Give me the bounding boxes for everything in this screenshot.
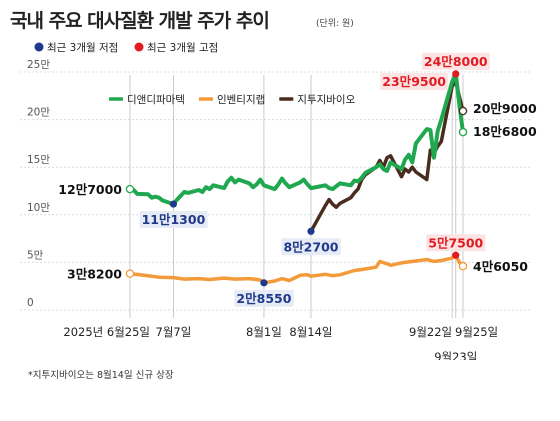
value-label-big: 2만 — [236, 291, 257, 306]
value-label-box — [281, 238, 341, 256]
x-tick-label: 2025년 6월25일 — [63, 325, 150, 339]
value-label-big: 11만 — [142, 212, 171, 227]
low-marker-label: 최근 3개월 저점 — [47, 42, 118, 54]
value-label-text: 4만6050 — [473, 259, 528, 274]
marker-legend: 최근 3개월 저점 최근 3개월 고점 — [34, 42, 218, 54]
y-tick-label: 10만 — [27, 202, 50, 214]
series-line — [309, 79, 465, 234]
point-marker — [458, 261, 468, 271]
high-point-marker — [452, 251, 460, 259]
y-tick-label: 20만 — [27, 107, 50, 119]
x-tick-label: 8월1일 — [246, 325, 282, 339]
series-line — [128, 253, 465, 285]
x-tick-label: 9월22일 — [409, 325, 452, 339]
y-tick-label: 25만 — [27, 59, 50, 71]
value-label-box — [421, 52, 490, 70]
unit-label: (단위: 원) — [316, 19, 354, 29]
legend-label: 지투지바이오 — [297, 94, 355, 106]
series-line — [128, 71, 465, 206]
high-marker-icon — [134, 42, 144, 52]
low-point-marker — [169, 200, 178, 208]
value-label-big: 3만 — [67, 267, 88, 282]
x-axis-labels: 2025년 6월25일 7월7일 8월1일 8월14일 9월22일 9월23일 9월25일 — [63, 325, 498, 360]
value-label-small: 7500 — [448, 235, 483, 250]
value-label-big: 18만 — [473, 124, 502, 139]
point-marker — [458, 127, 468, 137]
value-label-small: 8200 — [87, 267, 122, 282]
high-point-marker — [452, 70, 460, 78]
value-label: 8만2700 — [281, 238, 341, 256]
x-tick-label: 9월23일 — [434, 350, 477, 360]
low-marker-icon — [34, 42, 44, 52]
value-label-big: 20만 — [473, 101, 502, 116]
x-tick-label: 8월14일 — [289, 325, 332, 339]
value-label-small: 1300 — [170, 212, 205, 227]
value-label-big: 4만 — [473, 259, 494, 274]
value-label-big: 12만 — [58, 182, 87, 197]
y-tick-label: 0 — [27, 297, 34, 309]
point-marker — [125, 269, 135, 278]
value-label: 4만6050 — [473, 259, 528, 274]
value-label-text: 23만9500 — [382, 74, 446, 89]
value-label-box — [380, 72, 449, 90]
value-label-box — [426, 234, 486, 252]
value-label-big: 23만 — [382, 74, 411, 89]
value-label-small: 8000 — [453, 54, 488, 69]
value-label-big: 8만 — [283, 239, 304, 254]
value-label-small: 2700 — [304, 239, 339, 254]
footnote: *지투지바이오는 8월14일 신규 상장 — [28, 370, 174, 381]
x-tick-label: 7월7일 — [156, 325, 192, 339]
value-label-small: 6050 — [493, 259, 528, 274]
high-marker-label: 최근 3개월 고점 — [147, 42, 218, 54]
legend-label: 인벤티지랩 — [217, 94, 265, 106]
value-label: 20만9000 — [473, 101, 537, 116]
value-label-big: 5만 — [428, 235, 449, 250]
low-point-marker — [260, 279, 268, 287]
value-label: 3만8200 — [67, 267, 122, 282]
low-point-marker — [307, 227, 315, 235]
value-label-text: 12만7000 — [58, 182, 122, 197]
value-label-text: 18만6800 — [473, 124, 537, 139]
value-label: 18만6800 — [473, 124, 537, 139]
value-label-small: 8550 — [257, 291, 292, 306]
y-grid: 0 5만 10만 15만 20만 25만 — [20, 59, 530, 311]
x-tick-label: 9월25일 — [455, 325, 498, 339]
value-label-big: 24만 — [424, 54, 453, 69]
legend-label: 디앤디파마텍 — [127, 94, 185, 106]
value-label-text: 24만8000 — [424, 54, 488, 69]
series-legend: 디앤디파마텍 인벤티지랩 지투지바이오 — [109, 94, 356, 106]
point-marker — [125, 184, 135, 194]
value-label: 12만7000 — [58, 182, 122, 197]
value-label: 5만7500 — [426, 234, 486, 252]
y-tick-label: 15만 — [27, 154, 50, 166]
value-label-box — [234, 289, 294, 307]
value-label-box — [139, 211, 208, 229]
value-label-text: 8만2700 — [283, 239, 338, 254]
value-label-small: 6800 — [502, 124, 537, 139]
value-label-text: 20만9000 — [473, 101, 537, 116]
value-label: 23만9500 — [380, 72, 449, 90]
value-label: 24만8000 — [421, 52, 490, 70]
point-marker — [458, 106, 468, 116]
annotations: 12만7000 11만1300 8만2700 23만9500 24만8000 20만900… — [58, 52, 537, 307]
value-label-text: 3만8200 — [67, 267, 122, 282]
value-label-text: 2만8550 — [236, 291, 291, 306]
value-label: 11만1300 — [139, 211, 208, 229]
y-tick-label: 5만 — [27, 249, 44, 261]
series-lines — [128, 71, 465, 285]
value-label-text: 5만7500 — [428, 235, 483, 250]
value-label-small: 9000 — [502, 101, 537, 116]
value-label-small: 9500 — [411, 74, 446, 89]
value-label-text: 11만1300 — [142, 212, 206, 227]
chart-title: 국내 주요 대사질환 개발 주가 추이 — [10, 10, 270, 32]
value-label-small: 7000 — [87, 182, 122, 197]
value-label: 2만8550 — [234, 289, 294, 307]
